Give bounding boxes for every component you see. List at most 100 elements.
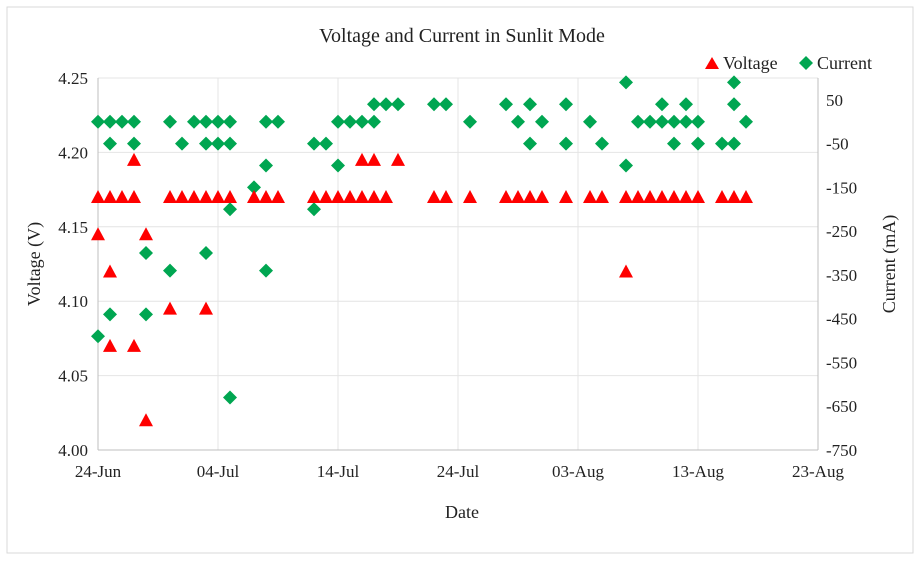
voltage-point: [127, 190, 141, 204]
current-point: [199, 246, 213, 261]
current-point: [499, 97, 513, 112]
y2-tick-label: -550: [826, 353, 857, 372]
y-tick-label: 4.15: [58, 218, 88, 237]
current-point: [259, 263, 273, 278]
current-point: [103, 307, 117, 322]
x-tick-label: 04-Jul: [197, 462, 240, 481]
x-tick-label: 13-Aug: [672, 462, 724, 481]
chart-title: Voltage and Current in Sunlit Mode: [319, 25, 605, 47]
voltage-point: [199, 301, 213, 315]
voltage-point: [727, 190, 741, 204]
current-point: [139, 307, 153, 322]
current-point: [223, 114, 237, 129]
voltage-point: [391, 152, 405, 166]
y-tick-label: 4.00: [58, 441, 88, 460]
y-tick-label: 4.10: [58, 292, 88, 311]
current-point: [439, 97, 453, 112]
current-point: [379, 97, 393, 112]
voltage-point: [163, 301, 177, 315]
axes: [97, 78, 819, 451]
voltage-point: [103, 338, 117, 352]
voltage-point: [523, 190, 537, 204]
voltage-point: [619, 264, 633, 278]
current-point: [667, 114, 681, 129]
legend-voltage-label: Voltage: [723, 53, 778, 73]
current-point: [223, 390, 237, 405]
voltage-point: [559, 190, 573, 204]
x-tick-label: 24-Jul: [437, 462, 480, 481]
current-point: [463, 114, 477, 129]
y2-tick-label: -450: [826, 310, 857, 329]
voltage-point: [223, 190, 237, 204]
current-point: [583, 114, 597, 129]
current-point: [343, 114, 357, 129]
voltage-point: [355, 152, 369, 166]
current-point: [319, 136, 333, 151]
current-point: [727, 75, 741, 90]
voltage-point: [139, 227, 153, 241]
current-point: [511, 114, 525, 129]
voltage-point: [199, 190, 213, 204]
voltage-point: [691, 190, 705, 204]
current-point: [139, 246, 153, 261]
y2-tick-label: -150: [826, 178, 857, 197]
y2-tick-label: -350: [826, 266, 857, 285]
voltage-point: [271, 190, 285, 204]
voltage-point: [619, 190, 633, 204]
voltage-point: [91, 190, 105, 204]
voltage-point: [499, 190, 513, 204]
current-point: [163, 263, 177, 278]
tick-labels: 24-Jun 04-Jul 14-Jul 24-Jul 03-Aug 13-Aug 23-A…: [58, 69, 857, 481]
current-point: [655, 97, 669, 112]
chart-frame: [6, 6, 914, 554]
current-point: [631, 114, 645, 129]
current-point: [355, 114, 369, 129]
current-point: [103, 136, 117, 151]
voltage-point: [139, 413, 153, 427]
legend-current-label: Current: [817, 53, 872, 73]
voltage-point: [355, 190, 369, 204]
voltage-point: [175, 190, 189, 204]
current-point: [655, 114, 669, 129]
voltage-point: [439, 190, 453, 204]
current-point: [727, 97, 741, 112]
current-point: [391, 97, 405, 112]
current-point: [259, 158, 273, 173]
current-point: [223, 202, 237, 217]
current-point: [427, 97, 441, 112]
voltage-point: [427, 190, 441, 204]
current-point: [115, 114, 129, 129]
current-point: [619, 75, 633, 90]
current-point: [199, 136, 213, 151]
current-point: [259, 114, 273, 129]
current-point: [127, 114, 141, 129]
voltage-point: [679, 190, 693, 204]
current-point: [727, 136, 741, 151]
voltage-point: [643, 190, 657, 204]
voltage-point: [187, 190, 201, 204]
current-point: [331, 158, 345, 173]
current-point: [619, 158, 633, 173]
current-point: [367, 114, 381, 129]
current-point: [643, 114, 657, 129]
voltage-point: [127, 338, 141, 352]
voltage-point: [595, 190, 609, 204]
y-tick-label: 4.25: [58, 69, 88, 88]
y2-tick-label: -750: [826, 441, 857, 460]
current-point: [367, 97, 381, 112]
voltage-point: [379, 190, 393, 204]
voltage-point: [715, 190, 729, 204]
voltage-point: [343, 190, 357, 204]
current-point: [331, 114, 345, 129]
y2-tick-label: 50: [826, 91, 843, 110]
voltage-point: [631, 190, 645, 204]
y2-axis-label: Current (mA): [879, 215, 900, 313]
current-point: [691, 136, 705, 151]
voltage-point: [583, 190, 597, 204]
legend-current-marker: [799, 56, 813, 70]
y-tick-label: 4.05: [58, 367, 88, 386]
current-point: [175, 136, 189, 151]
voltage-point: [367, 152, 381, 166]
current-point: [523, 97, 537, 112]
voltage-point: [655, 190, 669, 204]
